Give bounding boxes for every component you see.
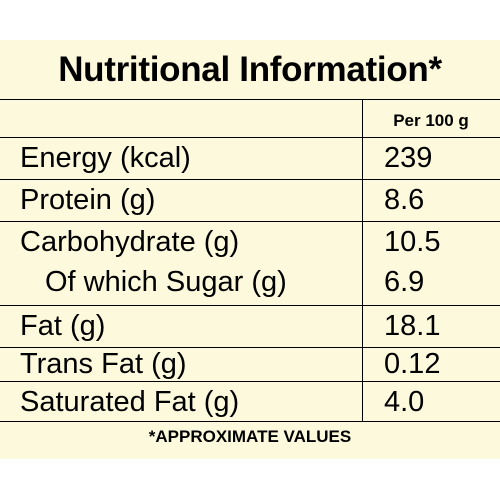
table-title: Nutritional Information* xyxy=(58,50,442,89)
row-value: 6.9 xyxy=(384,266,425,298)
row-rule-3 xyxy=(0,305,500,306)
row-label: Energy (kcal) xyxy=(20,142,191,174)
table-row-carbohydrate: Carbohydrate (g) 10.5 xyxy=(0,221,500,263)
footnote: *APPROXIMATE VALUES xyxy=(148,427,352,446)
column-header: Per 100 g xyxy=(393,111,469,130)
row-value: 18.1 xyxy=(384,310,441,342)
row-value: 0.12 xyxy=(384,348,441,380)
row-value: 239 xyxy=(384,142,433,174)
column-divider xyxy=(362,99,363,421)
table-row-energy: Energy (kcal) 239 xyxy=(0,137,500,179)
nutrition-table xyxy=(0,40,500,459)
table-row-fat: Fat (g) 18.1 xyxy=(0,305,500,347)
table-row-protein: Protein (g) 8.6 xyxy=(0,179,500,221)
row-rule-1 xyxy=(0,179,500,180)
table-row-sugar: Of which Sugar (g) 6.9 xyxy=(0,261,500,303)
row-label: Protein (g) xyxy=(20,184,156,216)
row-label: Carbohydrate (g) xyxy=(20,226,240,258)
table-row-saturated-fat: Saturated Fat (g) 4.0 xyxy=(0,381,500,423)
row-rule-5 xyxy=(0,381,500,382)
row-label: Of which Sugar (g) xyxy=(45,266,287,298)
row-value: 4.0 xyxy=(384,386,425,418)
row-value: 10.5 xyxy=(384,226,441,258)
footer-rule xyxy=(0,421,500,422)
title-rule xyxy=(0,99,500,100)
row-label: Fat (g) xyxy=(20,310,106,342)
row-value: 8.6 xyxy=(384,184,425,216)
table-row-trans-fat: Trans Fat (g) 0.12 xyxy=(0,343,500,385)
row-label: Saturated Fat (g) xyxy=(20,386,240,418)
row-rule-4 xyxy=(0,347,500,348)
header-rule xyxy=(0,137,500,138)
row-rule-2 xyxy=(0,221,500,222)
row-label: Trans Fat (g) xyxy=(20,348,187,380)
